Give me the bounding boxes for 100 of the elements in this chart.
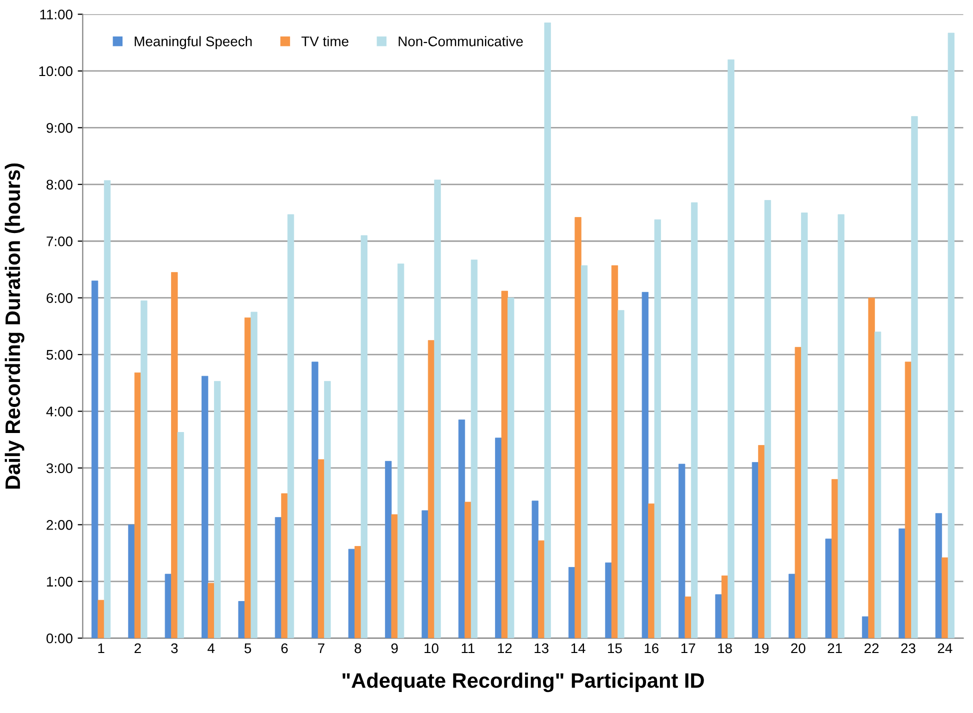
legend-label: TV time	[301, 36, 348, 46]
bar	[464, 502, 472, 638]
bar	[508, 298, 514, 638]
bar	[360, 235, 368, 638]
x-tick-label: 1	[98, 644, 104, 654]
x-tick-label: 24	[938, 643, 952, 654]
bar	[98, 600, 104, 638]
bar	[312, 362, 318, 638]
y-tick-label: 11:00	[40, 10, 72, 20]
bar	[495, 438, 502, 638]
bar	[244, 317, 252, 638]
bar	[287, 214, 294, 638]
bar	[832, 479, 838, 638]
x-tick-label: 11	[462, 644, 474, 654]
bar	[684, 596, 692, 638]
x-tick-label: 7	[318, 644, 324, 654]
x-tick-label: 6	[281, 643, 288, 654]
y-tick-label: 5:00	[46, 350, 72, 360]
x-tick-label: 17	[681, 644, 696, 654]
x-tick-label: 20	[791, 643, 806, 654]
bar	[434, 180, 441, 638]
x-tick-label: 21	[828, 643, 842, 654]
bar	[801, 212, 808, 638]
bar	[942, 557, 948, 638]
legend-label: Meaningful Speech	[134, 36, 252, 50]
x-tick-label: 18	[718, 643, 732, 654]
bar	[874, 332, 882, 638]
bar	[904, 362, 912, 638]
x-tick-label: 15	[608, 644, 622, 654]
x-tick-label: 2	[134, 643, 141, 654]
bar	[134, 372, 142, 638]
bar	[202, 376, 208, 638]
bar	[128, 524, 135, 638]
y-tick-label: 2:00	[46, 520, 72, 530]
x-tick-label: 4	[208, 644, 215, 654]
bar	[208, 582, 214, 638]
bar	[385, 460, 392, 638]
bar	[164, 574, 172, 638]
bar	[422, 510, 428, 638]
bar	[721, 576, 728, 638]
x-tick-label: 10	[424, 643, 438, 654]
bar	[281, 493, 288, 638]
bar	[324, 381, 331, 638]
bar	[532, 500, 538, 638]
x-axis-title: "Adequate Recording" Participant ID	[342, 672, 704, 692]
bar	[935, 513, 942, 638]
bar	[868, 298, 875, 638]
y-tick-label: 8:00	[46, 180, 72, 190]
bar	[898, 528, 906, 638]
x-tick-label: 14	[571, 644, 586, 654]
bar	[654, 219, 661, 638]
bar	[104, 180, 111, 638]
x-tick-label: 5	[244, 644, 252, 654]
bar	[428, 340, 435, 638]
bar	[250, 312, 258, 638]
bar	[354, 546, 362, 638]
bar	[544, 22, 551, 638]
y-tick-label: 3:00	[46, 463, 72, 474]
x-tick-label: 16	[644, 643, 659, 654]
y-tick-label: 4:00	[46, 406, 72, 416]
bar	[648, 504, 655, 638]
x-tick-label: 12	[498, 643, 512, 654]
bar	[618, 310, 624, 638]
bar	[397, 264, 404, 638]
bar	[318, 459, 325, 638]
bar	[177, 432, 184, 638]
bar	[642, 292, 648, 638]
x-tick-label: 19	[754, 643, 769, 654]
bar	[758, 445, 765, 638]
bar	[715, 594, 722, 638]
bar	[825, 538, 832, 638]
bar	[538, 540, 545, 638]
x-tick-label: 22	[864, 643, 879, 654]
bar	[794, 346, 802, 638]
legend-label: Non-Communicative	[398, 36, 523, 46]
bar	[678, 464, 686, 638]
bar	[764, 200, 772, 638]
bar	[501, 290, 508, 638]
bar	[752, 462, 759, 638]
y-tick-label: 10:00	[39, 66, 72, 76]
y-tick-label: 7:00	[46, 236, 72, 246]
bar	[611, 265, 618, 638]
bar	[568, 567, 576, 638]
x-tick-label: 23	[901, 643, 916, 654]
x-tick-label: 8	[354, 643, 362, 654]
y-tick-label: 1:00	[47, 576, 72, 587]
bar	[458, 420, 466, 638]
bar	[911, 116, 918, 638]
x-tick-label: 13	[534, 643, 548, 654]
bar	[691, 202, 698, 638]
bar	[788, 574, 796, 638]
x-tick-label: 3	[171, 643, 178, 654]
y-tick-label: 6:00	[46, 293, 72, 304]
bar	[238, 601, 245, 638]
bar	[948, 32, 954, 638]
bar	[391, 514, 398, 638]
bar	[171, 272, 178, 638]
bar	[274, 517, 282, 638]
bar	[605, 562, 612, 638]
bar	[214, 381, 221, 638]
